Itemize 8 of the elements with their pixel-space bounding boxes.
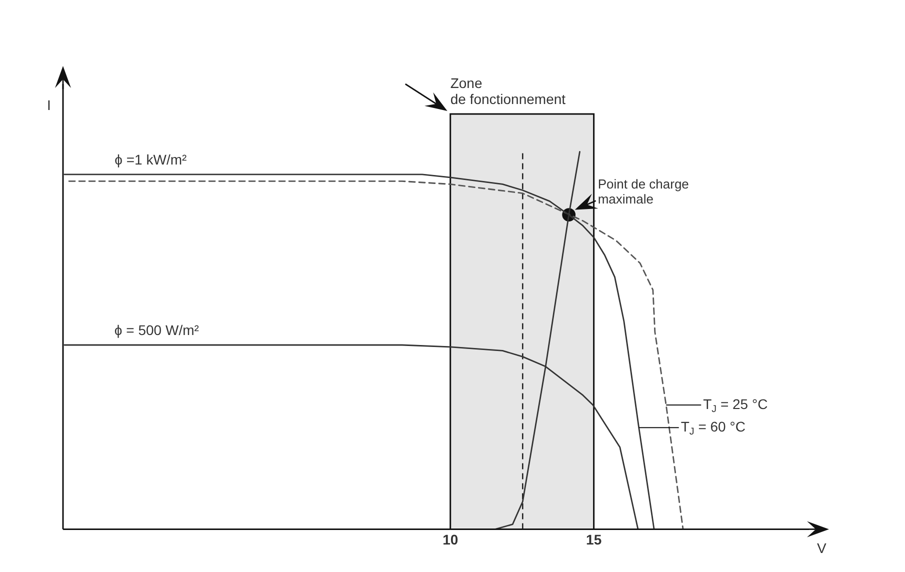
x-tick-label: 15 xyxy=(586,531,602,548)
annotation: Point de charge maximale xyxy=(598,176,689,206)
y-axis-title: I xyxy=(47,96,51,113)
series-label: ϕ = 500 W/m² xyxy=(114,322,200,338)
x-axis-title: V xyxy=(817,540,827,556)
band-label: Zone de fonctionnement xyxy=(450,74,566,107)
annotation: ϕ =1 kW/m² xyxy=(114,151,187,168)
x-tick-label: 10 xyxy=(442,531,458,548)
